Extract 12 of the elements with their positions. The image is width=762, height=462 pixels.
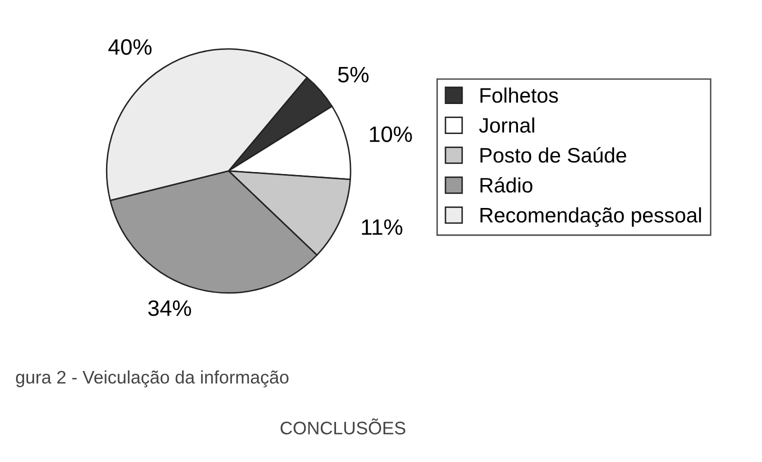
data-label: 40% xyxy=(108,39,152,55)
legend-label: Jornal xyxy=(479,117,534,133)
data-label: 11% xyxy=(362,219,402,235)
data-label: 5% xyxy=(338,66,369,82)
text: gura 2 - Veiculação da informação xyxy=(16,370,288,388)
text: CONCLUSÕES xyxy=(280,418,406,434)
legend-label: Posto de Saúde xyxy=(480,147,626,163)
data-label: 34% xyxy=(148,300,192,316)
data-label: 10% xyxy=(370,126,412,142)
legend-label: Rádio xyxy=(480,177,532,193)
legend-label: Folhetos xyxy=(480,87,558,103)
legend-label: Recomendação pessoal xyxy=(480,207,701,227)
